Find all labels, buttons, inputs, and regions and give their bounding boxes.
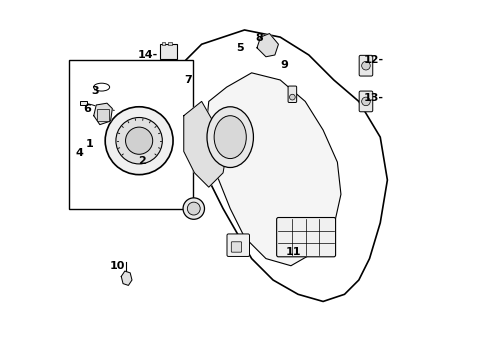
- Text: 7: 7: [184, 75, 192, 85]
- FancyBboxPatch shape: [276, 217, 335, 257]
- Polygon shape: [121, 271, 132, 285]
- FancyBboxPatch shape: [287, 86, 296, 103]
- Text: 4: 4: [75, 148, 83, 158]
- Polygon shape: [205, 73, 340, 266]
- Polygon shape: [183, 102, 226, 187]
- Text: 6: 6: [83, 104, 91, 113]
- Circle shape: [361, 97, 369, 106]
- FancyBboxPatch shape: [226, 234, 249, 256]
- Bar: [97, 109, 109, 121]
- FancyBboxPatch shape: [358, 55, 372, 76]
- Text: 12-: 12-: [363, 55, 383, 65]
- Circle shape: [187, 202, 200, 215]
- Text: 13-: 13-: [363, 93, 383, 103]
- Text: 8: 8: [255, 33, 263, 43]
- Text: 14-: 14-: [138, 50, 158, 60]
- Ellipse shape: [93, 83, 109, 91]
- Text: 9: 9: [280, 60, 288, 70]
- Circle shape: [105, 107, 173, 175]
- Circle shape: [289, 94, 295, 100]
- Bar: [162, 42, 165, 45]
- Text: 3: 3: [91, 86, 99, 96]
- Circle shape: [183, 198, 204, 219]
- FancyBboxPatch shape: [160, 44, 177, 59]
- Text: 2: 2: [138, 156, 145, 166]
- Bar: [168, 42, 171, 45]
- Ellipse shape: [214, 116, 246, 158]
- Text: 5: 5: [236, 43, 244, 53]
- Ellipse shape: [206, 107, 253, 167]
- Text: 11: 11: [285, 247, 301, 257]
- Text: 10: 10: [110, 261, 125, 271]
- Circle shape: [361, 62, 369, 70]
- Bar: [69, 60, 192, 208]
- Circle shape: [125, 127, 152, 154]
- Polygon shape: [173, 30, 386, 301]
- Polygon shape: [257, 33, 278, 57]
- Circle shape: [116, 117, 162, 164]
- Bar: [80, 101, 86, 105]
- FancyBboxPatch shape: [231, 242, 241, 252]
- Text: 1: 1: [86, 139, 94, 149]
- FancyBboxPatch shape: [358, 91, 372, 112]
- Polygon shape: [94, 103, 112, 125]
